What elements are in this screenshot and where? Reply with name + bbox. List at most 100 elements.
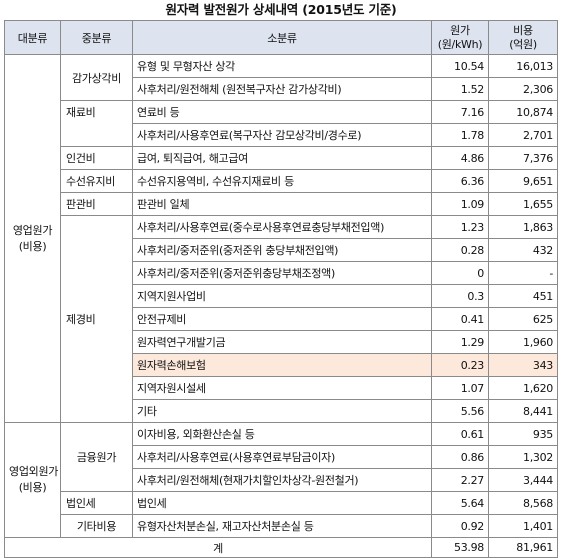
header-major: 대분류 <box>4 20 61 55</box>
row-sub: 수선유지용역비, 수선유지재료비 등 <box>132 169 432 193</box>
table-row: 사후처리/중저준위(중저준위충당부채조정액) 0 - <box>5 261 558 285</box>
middle-labor: 인건비 <box>60 146 133 170</box>
row-sub: 지역자원시설세 <box>132 376 432 400</box>
row-amount: 1,620 <box>488 376 558 400</box>
row-sub: 사후처리/사용후연료(복구자산 감모상각비/경수로) <box>132 123 432 147</box>
row-cost: 0.28 <box>431 238 489 262</box>
row-cost: 1.78 <box>431 123 489 147</box>
row-sub: 연료비 등 <box>132 100 432 124</box>
header-amount-line2: (억원) <box>509 37 537 51</box>
row-cost: 0.92 <box>431 514 489 538</box>
table-row: 영업원가 (비용) 감가상각비 유형 및 무형자산 상각 10.54 16,013 <box>4 54 558 423</box>
row-amount: 8,568 <box>488 491 558 515</box>
row-amount: 1,863 <box>488 215 558 239</box>
header-cost: 원가 (원/kWh) <box>431 20 489 55</box>
row-sub: 판관비 일체 <box>132 192 432 216</box>
middle-fuel: 재료비 <box>60 100 133 147</box>
row-cost: 6.36 <box>431 169 489 193</box>
row-amount: 8,441 <box>488 399 558 423</box>
row-sub: 유형 및 무형자산 상각 <box>132 54 432 78</box>
table-row: 제경비 사후처리/사용후연료(중수로사용후연료충당부채전입액) 1.23 1,8… <box>5 215 558 423</box>
header-amount-line1: 비용 <box>513 23 533 37</box>
row-sub: 지역지원사업비 <box>132 284 432 308</box>
row-sub: 법인세 <box>132 491 432 515</box>
row-sub: 사후처리/원전해체(현재가치할인차상각-원전철거) <box>132 468 432 492</box>
row-sub: 이자비용, 외화환산손실 등 <box>132 422 432 446</box>
row-amount: 16,013 <box>488 54 558 78</box>
group-nonoperating-line1: 영업외원가 <box>9 465 59 478</box>
middle-financial: 금융원가 <box>60 422 133 492</box>
row-amount: 9,651 <box>488 169 558 193</box>
row-amount: 7,376 <box>488 146 558 170</box>
total-row: 계 53.98 81,961 <box>4 537 558 558</box>
group-operating-line1: 영업원가 <box>12 223 53 237</box>
header-cost-line2: (원/kWh) <box>437 37 483 51</box>
row-cost: 5.64 <box>431 491 489 515</box>
row-amount: - <box>488 261 558 285</box>
header-row: 대분류 중분류 소분류 원가 (원/kWh) 비용 (억원) <box>4 20 558 55</box>
header-minor: 소분류 <box>132 20 432 55</box>
table-row: 수선유지비 수선유지용역비, 수선유지재료비 등 6.36 9,651 <box>5 169 558 193</box>
middle-sga: 판관비 <box>60 192 133 216</box>
table-row-highlighted: 원자력손해보험 0.23 343 <box>5 353 558 377</box>
group-nonoperating-line2: (비용) <box>18 481 47 494</box>
middle-repair: 수선유지비 <box>60 169 133 193</box>
row-cost: 0 <box>431 261 489 285</box>
row-sub: 원자력손해보험 <box>132 353 432 377</box>
middle-other-cost: 기타비용 <box>60 514 133 538</box>
table-row: 사후처리/사용후연료(사용후연료부담금이자) 0.86 1,302 <box>5 445 558 469</box>
row-cost: 2.27 <box>431 468 489 492</box>
table-row: 법인세 법인세 5.64 8,568 <box>5 491 558 515</box>
row-cost: 0.3 <box>431 284 489 308</box>
row-cost: 4.86 <box>431 146 489 170</box>
cost-detail-table: 대분류 중분류 소분류 원가 (원/kWh) 비용 (억원) 영업원가 (비용) 감가… <box>4 20 558 558</box>
row-sub: 안전규제비 <box>132 307 432 331</box>
row-cost: 10.54 <box>431 54 489 78</box>
row-amount: 432 <box>488 238 558 262</box>
row-sub: 사후처리/원전해체 (원전복구자산 감가상각비) <box>132 77 432 101</box>
row-sub: 사후처리/사용후연료(중수로사용후연료충당부채전입액) <box>132 215 432 239</box>
table-row: 판관비 판관비 일체 1.09 1,655 <box>5 192 558 216</box>
row-cost: 7.16 <box>431 100 489 124</box>
row-cost: 1.52 <box>431 77 489 101</box>
group-nonoperating: 영업외원가 (비용) <box>4 422 61 538</box>
row-sub: 유형자산처분손실, 재고자산처분손실 등 <box>132 514 432 538</box>
middle-depreciation: 감가상각비 <box>60 54 133 101</box>
table-row: 사후처리/사용후연료(복구자산 감모상각비/경수로) 1.78 2,701 <box>5 123 558 147</box>
row-sub: 사후처리/중저준위(중저준위충당부채조정액) <box>132 261 432 285</box>
header-cost-line1: 원가 <box>450 23 470 37</box>
middle-other-exp: 제경비 <box>60 215 133 423</box>
row-amount: 3,444 <box>488 468 558 492</box>
group-operating-line2: (비용) <box>18 239 47 253</box>
row-cost: 0.41 <box>431 307 489 331</box>
row-cost: 1.29 <box>431 330 489 354</box>
total-cost: 53.98 <box>431 537 489 558</box>
row-cost: 5.56 <box>431 399 489 423</box>
row-amount: 625 <box>488 307 558 331</box>
table-row: 영업외원가 (비용) 금융원가 이자비용, 외화환산손실 등 0.61 935 <box>4 422 558 538</box>
table-row: 사후처리/중저준위(중저준위 충당부채전입액) 0.28 432 <box>5 238 558 262</box>
row-amount: 343 <box>488 353 558 377</box>
row-sub: 급여, 퇴직급여, 해고급여 <box>132 146 432 170</box>
row-amount: 451 <box>488 284 558 308</box>
page-title: 원자력 발전원가 상세내역 (2015년도 기준) <box>165 2 397 17</box>
row-amount: 10,874 <box>488 100 558 124</box>
row-amount: 1,960 <box>488 330 558 354</box>
row-cost: 0.86 <box>431 445 489 469</box>
header-amount: 비용 (억원) <box>488 20 558 55</box>
row-amount: 1,655 <box>488 192 558 216</box>
total-label: 계 <box>4 537 432 558</box>
header-middle: 중분류 <box>60 20 133 55</box>
row-sub: 사후처리/사용후연료(사용후연료부담금이자) <box>132 445 432 469</box>
row-cost: 1.07 <box>431 376 489 400</box>
table-row: 원자력연구개발기금 1.29 1,960 <box>5 330 558 354</box>
row-sub: 원자력연구개발기금 <box>132 330 432 354</box>
row-cost: 0.61 <box>431 422 489 446</box>
row-cost: 1.09 <box>431 192 489 216</box>
table-row: 재료비 연료비 등 7.16 10,874 <box>5 100 558 147</box>
row-cost: 0.23 <box>431 353 489 377</box>
total-amount: 81,961 <box>488 537 558 558</box>
row-cost: 1.23 <box>431 215 489 239</box>
table-row: 기타비용 유형자산처분손실, 재고자산처분손실 등 0.92 1,401 <box>5 514 558 538</box>
row-amount: 1,302 <box>488 445 558 469</box>
